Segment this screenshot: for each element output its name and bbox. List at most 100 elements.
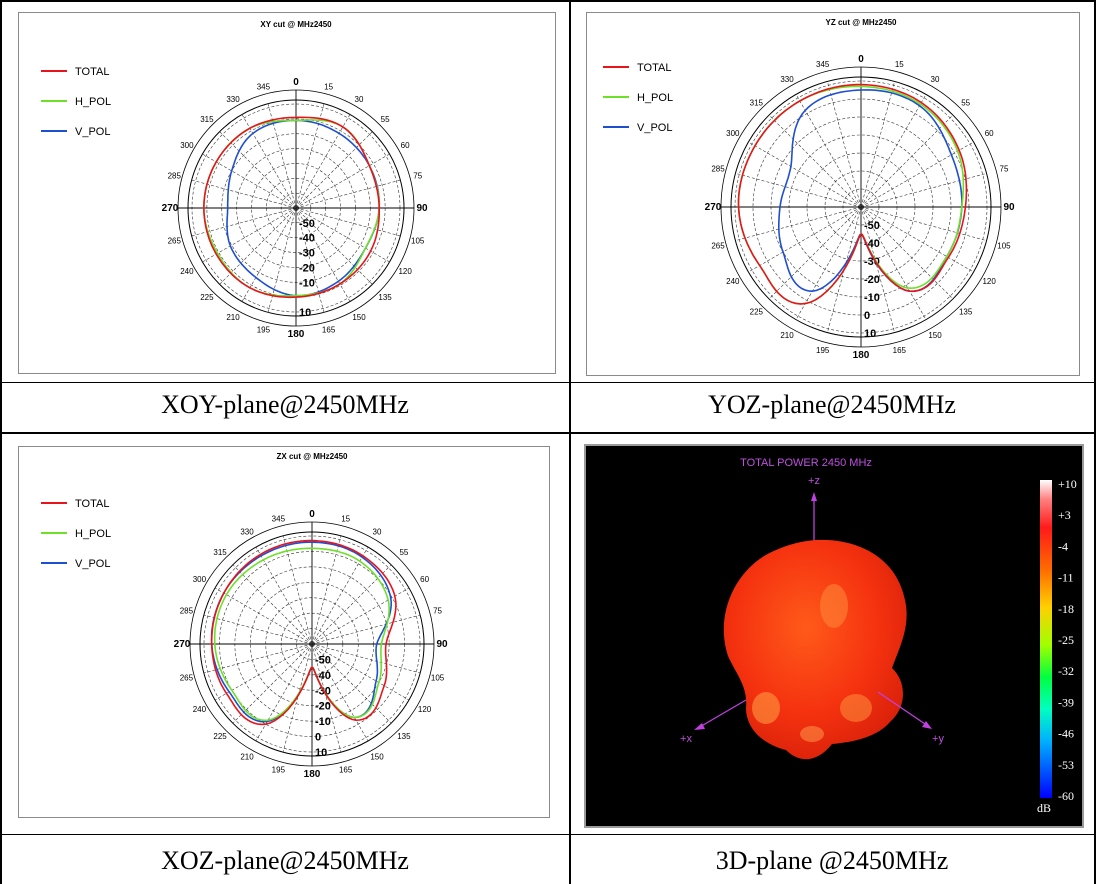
grid-spoke [241, 207, 297, 302]
scale-label: -32 [1058, 664, 1074, 678]
radial-label: -10 [315, 716, 331, 728]
angle-label: 75 [433, 606, 442, 615]
angle-label: 195 [257, 326, 271, 335]
angle-label: 315 [750, 98, 764, 107]
angle-label: 210 [226, 313, 240, 322]
radiation-3d-canvas: TOTAL POWER 2450 MHz +z +x +y +10 +3 -4 -11… [680, 457, 1077, 815]
blob-highlight-1 [820, 584, 848, 628]
scale-label: +3 [1058, 508, 1071, 522]
grid-spoke [311, 643, 410, 701]
trace-total [737, 83, 968, 305]
grid-spoke [311, 614, 421, 645]
angle-label: 270 [174, 639, 191, 650]
grid-spoke [232, 643, 313, 724]
caption-xy: XOY-plane@2450MHz [161, 390, 409, 419]
blob-highlight-4 [800, 726, 824, 742]
legend-label-h_pol: H_POL [637, 92, 673, 104]
angle-label: 135 [397, 732, 411, 741]
angle-label: 55 [399, 548, 408, 557]
angle-label: 345 [816, 60, 830, 69]
trace-total [203, 116, 380, 299]
angle-label: 0 [293, 77, 299, 88]
legend-label-v_pol: V_POL [75, 558, 110, 570]
grid-spoke [219, 131, 297, 209]
angle-label: 165 [322, 326, 336, 335]
trace-v_pol [210, 541, 392, 723]
radiation-blob [723, 539, 907, 760]
grid-spoke [219, 207, 297, 285]
grid-spoke [795, 94, 862, 208]
view3d-title: TOTAL POWER 2450 MHz [740, 457, 872, 469]
radial-label: 0 [315, 732, 321, 744]
grid-spoke [311, 643, 421, 674]
blob-highlight-3 [840, 694, 872, 722]
radial-label: 10 [864, 328, 876, 340]
angle-label: 150 [928, 331, 942, 340]
polar-chart-yz: YZ cut @ MHz2450 TOTAL H_POL V_POL 0 15 30 55 60… [603, 18, 1015, 361]
grid-spoke [295, 207, 325, 313]
grid-spoke [214, 587, 313, 645]
z-axis-label: +z [808, 475, 820, 487]
angle-label: 120 [398, 267, 412, 276]
radial-label: -20 [864, 274, 880, 286]
angle-label: 105 [997, 241, 1011, 250]
angle-label: 105 [411, 237, 425, 246]
angle-label: 30 [373, 527, 382, 536]
grid-left-line [0, 0, 2, 884]
angle-label: 15 [324, 82, 333, 91]
scale-label: -18 [1058, 602, 1074, 616]
grid-spoke [295, 207, 390, 263]
angle-label: 75 [1000, 165, 1009, 174]
grid-spoke [203, 614, 313, 645]
trace-total [210, 539, 397, 726]
angle-label: 135 [959, 308, 973, 317]
grid-spoke [860, 206, 895, 333]
grid-middle-vertical-line [569, 0, 571, 884]
scale-label: -39 [1058, 695, 1074, 709]
angle-label: 165 [893, 346, 907, 355]
grid-spoke [860, 81, 895, 208]
radial-label: -20 [315, 701, 331, 713]
polar-title: XY cut @ MHz2450 [260, 20, 332, 29]
polar-panel-yz: YZ cut @ MHz2450 TOTAL H_POL V_POL 0 15 30 55 60… [586, 12, 1080, 376]
angle-label: 285 [711, 165, 725, 174]
grid-spoke [295, 131, 373, 209]
angle-label: 345 [272, 514, 286, 523]
grid-spoke [255, 546, 313, 645]
angle-label: 105 [431, 674, 445, 683]
angle-label: 30 [355, 95, 364, 104]
angle-label: 315 [200, 115, 214, 124]
x-axis-label: +x [680, 733, 692, 745]
legend-label-v_pol: V_POL [75, 126, 110, 138]
angle-label: 195 [272, 766, 286, 775]
radial-label: -50 [299, 218, 315, 230]
angle-label: 225 [750, 308, 764, 317]
angle-label: 270 [705, 202, 722, 213]
caption-zx: XOZ-plane@2450MHz [161, 846, 409, 875]
y-axis-arrow-icon [922, 721, 932, 729]
grid-spoke [295, 114, 351, 209]
grid-spoke [214, 643, 313, 701]
caption-yz: YOZ-plane@2450MHz [708, 390, 956, 419]
angle-label: 285 [168, 171, 182, 180]
angle-label: 180 [304, 769, 321, 780]
angle-label: 15 [341, 514, 350, 523]
angle-label: 90 [416, 203, 428, 214]
grid-spoke [311, 564, 392, 645]
angle-label: 180 [288, 329, 305, 340]
angle-label: 90 [1003, 202, 1015, 213]
grid-spoke [860, 173, 987, 208]
grid-spoke [311, 535, 342, 645]
angle-label: 270 [162, 203, 179, 214]
angle-label: 165 [339, 766, 353, 775]
x-axis-line [697, 699, 747, 729]
angle-label: 265 [180, 674, 194, 683]
angle-label: 150 [370, 753, 384, 762]
legend-label-total: TOTAL [75, 498, 109, 510]
grid-spoke [203, 643, 313, 674]
radial-label: -20 [299, 262, 315, 274]
z-axis-arrow-icon [811, 492, 817, 501]
angle-label: 75 [413, 171, 422, 180]
legend-label-v_pol: V_POL [637, 122, 672, 134]
caption-3d: 3D-plane @2450MHz [715, 846, 949, 875]
